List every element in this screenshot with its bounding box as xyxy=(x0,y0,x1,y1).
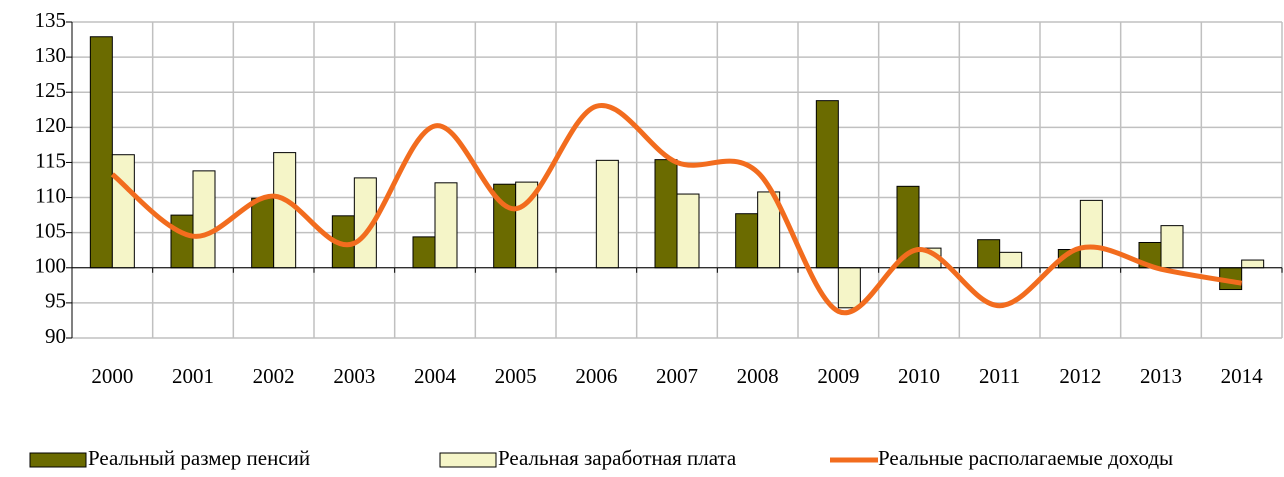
y-tick-label: 130 xyxy=(35,43,67,67)
x-tick-label: 2006 xyxy=(575,364,617,388)
x-tick-label: 2000 xyxy=(91,364,133,388)
x-tick-label: 2009 xyxy=(817,364,859,388)
bar xyxy=(1079,199,1103,269)
bar xyxy=(251,197,275,269)
y-tick-label: 120 xyxy=(35,113,67,137)
bar xyxy=(999,251,1023,269)
y-tick-label: 125 xyxy=(35,78,67,102)
x-tick-label: 2004 xyxy=(414,364,457,388)
bar xyxy=(815,100,839,269)
bar xyxy=(434,182,458,269)
legend-label: Реальные располагаемые доходы xyxy=(878,446,1173,470)
bar xyxy=(676,193,700,269)
bar xyxy=(89,36,113,269)
legend-label: Реальный размер пенсий xyxy=(88,446,310,470)
x-tick-label: 2013 xyxy=(1140,364,1182,388)
legend-swatch xyxy=(29,452,87,468)
bar xyxy=(273,152,297,269)
y-tick-label: 115 xyxy=(35,148,66,172)
x-tick-label: 2005 xyxy=(495,364,537,388)
bar xyxy=(595,159,619,269)
bar xyxy=(735,213,759,269)
x-tick-label: 2007 xyxy=(656,364,698,388)
y-tick-label: 110 xyxy=(35,183,66,207)
bar xyxy=(654,159,678,269)
legend-label: Реальная заработная плата xyxy=(498,446,737,470)
y-tick-label: 105 xyxy=(35,218,67,242)
bar xyxy=(977,239,1001,269)
y-tick-label: 95 xyxy=(45,289,66,313)
x-tick-label: 2001 xyxy=(172,364,214,388)
bar xyxy=(192,170,216,269)
bar xyxy=(837,267,861,309)
x-tick-label: 2003 xyxy=(333,364,375,388)
y-tick-label: 100 xyxy=(35,254,67,278)
x-tick-label: 2008 xyxy=(737,364,779,388)
x-tick-label: 2010 xyxy=(898,364,940,388)
x-tick-label: 2012 xyxy=(1059,364,1101,388)
bar xyxy=(1160,225,1184,269)
y-tick-label: 90 xyxy=(45,324,66,348)
bar xyxy=(170,214,194,269)
x-tick-label: 2014 xyxy=(1221,364,1264,388)
line-series xyxy=(110,103,1243,316)
x-tick-label: 2002 xyxy=(253,364,295,388)
legend-swatch xyxy=(439,452,497,468)
y-tick-label: 135 xyxy=(35,8,67,32)
bar xyxy=(412,236,436,269)
bar xyxy=(111,154,135,269)
bar xyxy=(1241,259,1265,269)
x-tick-label: 2011 xyxy=(979,364,1020,388)
